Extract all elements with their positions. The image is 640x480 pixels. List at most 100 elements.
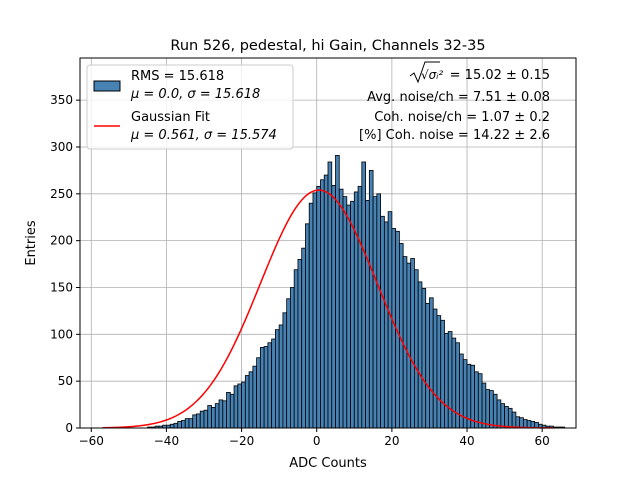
histogram-bar: [425, 303, 430, 429]
histogram-bar: [331, 184, 336, 429]
histogram-bar: [259, 347, 265, 429]
histogram-bar: [436, 315, 442, 429]
histogram-bar: [286, 298, 291, 429]
histogram-bar: [181, 420, 186, 429]
histogram-bar: [504, 406, 509, 429]
x-tick-label: 0: [313, 434, 321, 448]
histogram-bar: [519, 417, 524, 429]
histogram-bar: [368, 170, 374, 429]
histogram-bar: [350, 200, 355, 429]
histogram-bar: [293, 269, 299, 429]
legend-histogram-swatch: [93, 80, 121, 92]
histogram-bar: [489, 390, 494, 429]
histogram-bar: [406, 262, 412, 429]
chart-title: Run 526, pedestal, hi Gain, Channels 32-…: [170, 38, 485, 54]
histogram-bar: [338, 188, 344, 429]
histogram-bar: [432, 308, 438, 429]
legend: RMS = 15.618 μ = 0.0, σ = 15.618 Gaussia…: [86, 64, 294, 150]
histogram-bar: [474, 371, 479, 429]
histogram-bar: [308, 202, 314, 429]
histogram-bar: [222, 400, 227, 429]
noise-annotations: = 15.02 ± 0.15 √σᵢ² Avg. noise/ch = 7.51…: [359, 61, 550, 143]
histogram-bar: [429, 297, 434, 429]
x-tick-label: 40: [459, 434, 474, 448]
histogram-bar: [274, 329, 280, 429]
legend-fit-label-line1: Gaussian Fit: [131, 110, 210, 125]
annotation-coh-noise: Coh. noise/ch = 1.07 ± 0.2: [374, 110, 550, 125]
histogram-bar: [177, 421, 182, 429]
annotation-avg-noise: Avg. noise/ch = 7.51 ± 0.08: [367, 90, 550, 105]
histogram-bar: [440, 319, 445, 429]
histogram-bar: [451, 337, 457, 429]
histogram-bar: [346, 204, 351, 429]
annotation-total-noise: = 15.02 ± 0.15: [450, 68, 550, 83]
histogram-bar: [522, 419, 528, 429]
sqrt-symbol-icon: [409, 61, 440, 84]
histogram-bar: [410, 258, 415, 429]
histogram-bar: [477, 373, 483, 429]
histogram-bars: [147, 155, 566, 429]
histogram-bar: [241, 381, 246, 429]
y-tick-label: 250: [50, 187, 73, 201]
histogram-bar: [282, 312, 288, 429]
histogram-bar: [218, 399, 224, 429]
histogram-bar: [192, 414, 197, 429]
histogram-bar: [211, 406, 216, 429]
histogram-bar: [391, 228, 397, 429]
y-tick-label: 350: [50, 93, 73, 107]
histogram-bar: [485, 389, 490, 429]
histogram-bar: [263, 346, 269, 429]
histogram-bar: [511, 411, 517, 429]
histogram-bar: [237, 383, 242, 429]
histogram-bar: [226, 392, 231, 429]
legend-histogram-label-line1: RMS = 15.618: [131, 69, 224, 84]
histogram-bar: [500, 403, 506, 429]
histogram-bar: [290, 287, 295, 429]
histogram-bar: [380, 215, 385, 429]
y-axis-label: Entries: [24, 220, 39, 266]
histogram-bar: [252, 365, 258, 429]
histogram-bar: [383, 221, 389, 429]
annotation-coh-percent: [%] Coh. noise = 14.22 ± 2.6: [359, 128, 550, 143]
histogram-bar: [414, 269, 419, 429]
plot-frame: [79, 57, 577, 429]
x-tick-label: 60: [535, 434, 550, 448]
histogram-bar: [196, 413, 201, 429]
histogram-bar: [481, 382, 487, 429]
y-tick-label: 0: [65, 421, 73, 435]
histogram-bar: [335, 155, 340, 429]
x-tick-label: −20: [229, 434, 254, 448]
histogram-bar: [207, 405, 212, 429]
histogram-bar: [421, 288, 427, 429]
histogram-bar: [199, 410, 205, 429]
histogram-bar: [320, 179, 325, 429]
gaussian-fit-line: [102, 189, 554, 429]
histogram-bar: [417, 281, 423, 429]
histogram-bar: [184, 418, 190, 429]
histogram-bar: [365, 199, 370, 429]
legend-fit-label-line2: μ = 0.561, σ = 15.574: [130, 128, 277, 143]
histogram-bar: [214, 403, 220, 429]
histogram-bar: [297, 258, 303, 429]
y-tick-label: 50: [58, 374, 73, 388]
histogram-bar: [444, 332, 449, 429]
x-tick-label: −40: [154, 434, 179, 448]
histogram-bar: [357, 185, 363, 429]
y-tick-label: 300: [50, 140, 73, 154]
y-tick-label: 200: [50, 234, 73, 248]
histogram-bar: [327, 161, 333, 429]
histogram-bar: [229, 393, 235, 429]
x-axis-ticks: −60 −40 −20 0 20 40 60: [79, 428, 550, 448]
histogram-bar: [447, 331, 453, 429]
histogram-bar: [515, 416, 521, 429]
histogram-bar: [342, 196, 348, 429]
histogram-bar: [376, 193, 382, 429]
legend-frame: [86, 64, 294, 150]
histogram-bar: [248, 371, 254, 429]
annotation-sigma-symbol: √σᵢ²: [421, 68, 443, 82]
histogram-bar: [470, 364, 475, 429]
histogram-bar: [372, 196, 378, 429]
y-axis-ticks: 0 50 100 150 200 250 300 350: [50, 93, 80, 435]
histogram-bar: [507, 407, 513, 429]
